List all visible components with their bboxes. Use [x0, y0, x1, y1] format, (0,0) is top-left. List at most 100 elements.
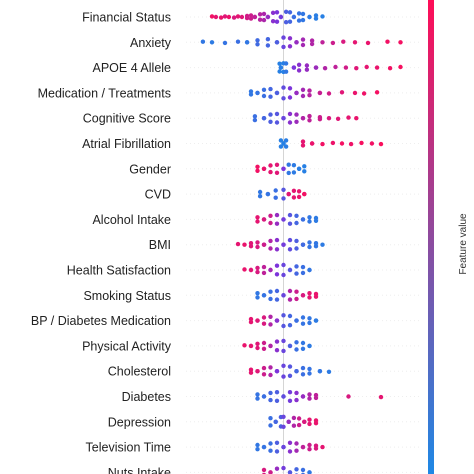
data-point	[302, 169, 307, 174]
data-point	[283, 61, 289, 66]
data-point	[281, 374, 286, 379]
data-point	[286, 170, 291, 176]
data-point	[286, 162, 291, 167]
data-point	[322, 66, 328, 71]
data-point	[300, 242, 306, 247]
data-point	[300, 42, 306, 48]
data-point	[261, 467, 267, 473]
data-point	[274, 221, 280, 226]
data-point	[281, 187, 286, 192]
data-point	[261, 93, 267, 99]
data-point	[294, 390, 299, 396]
data-point	[302, 419, 307, 424]
data-point	[309, 41, 315, 47]
data-point	[287, 390, 293, 395]
data-point	[222, 40, 228, 46]
data-point	[261, 270, 267, 276]
data-point	[307, 267, 312, 273]
data-point	[255, 240, 260, 245]
feature-label: CVD	[145, 188, 171, 202]
data-point	[307, 14, 312, 20]
data-point	[235, 39, 241, 44]
data-point	[281, 272, 286, 278]
data-point	[283, 20, 289, 25]
feature-label: Health Satisfaction	[67, 264, 171, 278]
data-point	[261, 346, 267, 351]
data-point	[274, 263, 280, 268]
data-point	[281, 293, 286, 298]
data-point	[313, 395, 319, 401]
data-point	[268, 267, 273, 273]
data-point	[255, 164, 260, 169]
data-point	[294, 467, 299, 472]
data-point	[257, 12, 263, 17]
data-point	[278, 138, 284, 143]
data-point	[255, 341, 260, 346]
data-point	[255, 38, 260, 43]
data-point	[287, 364, 293, 369]
data-point	[268, 390, 273, 396]
data-point	[255, 318, 260, 323]
data-point	[274, 297, 280, 302]
feature-label: BP / Diabetes Medication	[31, 314, 171, 328]
data-point	[248, 343, 254, 349]
data-point	[287, 120, 293, 125]
data-point	[361, 91, 367, 96]
data-point	[354, 66, 359, 71]
data-point	[274, 369, 280, 374]
data-point	[300, 346, 306, 351]
data-point	[268, 322, 273, 327]
data-point	[268, 86, 273, 92]
data-point	[313, 446, 319, 451]
data-point	[307, 118, 312, 123]
data-point	[287, 19, 293, 24]
data-point	[268, 441, 273, 446]
data-point	[320, 40, 325, 45]
data-point	[283, 144, 289, 149]
data-point	[281, 85, 286, 90]
data-point	[291, 195, 297, 200]
data-point	[317, 90, 323, 96]
data-point	[287, 212, 293, 218]
data-point	[296, 68, 302, 73]
data-point	[268, 94, 273, 99]
data-point	[294, 220, 299, 226]
data-point	[248, 16, 254, 21]
data-point	[300, 340, 306, 346]
data-point	[339, 90, 345, 95]
data-point	[313, 16, 319, 21]
data-point	[218, 15, 224, 20]
data-point	[300, 321, 306, 326]
data-point	[261, 365, 267, 371]
data-point	[255, 168, 260, 173]
data-point	[287, 237, 293, 243]
data-point	[213, 14, 219, 20]
data-point	[261, 116, 267, 121]
data-point	[307, 392, 312, 397]
data-point	[274, 120, 280, 125]
data-point	[291, 415, 297, 421]
data-point	[307, 93, 312, 98]
data-point	[291, 423, 297, 428]
data-point	[330, 140, 336, 146]
data-point	[255, 90, 260, 96]
data-point	[268, 397, 273, 403]
data-point	[294, 271, 299, 276]
data-point	[294, 112, 299, 117]
data-point	[287, 44, 293, 49]
data-point	[261, 17, 267, 23]
data-point	[268, 213, 273, 218]
data-point	[244, 13, 250, 19]
data-point	[374, 65, 380, 70]
data-point	[255, 265, 260, 271]
data-point	[304, 63, 310, 68]
data-point	[248, 370, 254, 375]
data-point	[268, 238, 273, 244]
data-point	[244, 40, 250, 45]
data-point	[261, 87, 267, 93]
data-point	[274, 170, 280, 175]
data-point	[274, 390, 280, 395]
feature-label: Smoking Status	[83, 289, 171, 303]
data-point	[291, 65, 297, 70]
data-point	[274, 162, 280, 167]
